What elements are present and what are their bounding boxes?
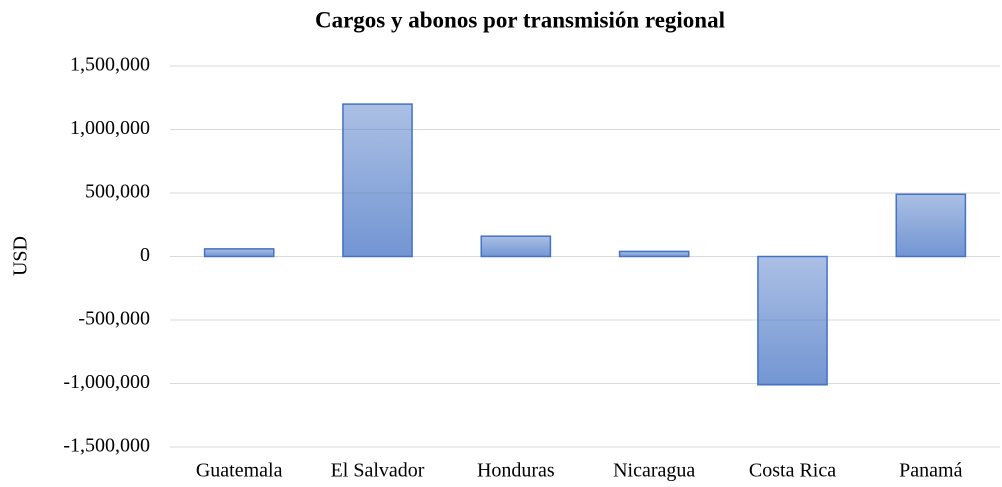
bar: [618, 250, 690, 258]
y-axis-label: USD: [10, 236, 32, 276]
y-tick-label: -1,000,000: [63, 371, 150, 393]
y-tick-label: 1,500,000: [70, 54, 150, 76]
bar: [757, 255, 828, 386]
x-tick-label: Nicaragua: [613, 460, 695, 482]
bar: [203, 248, 275, 258]
y-tick-label: -1,500,000: [63, 435, 150, 457]
bar: [480, 235, 552, 258]
y-tick-label: -500,000: [78, 308, 150, 330]
x-tick-label: Guatemala: [196, 460, 283, 482]
x-tick-label: Panamá: [899, 460, 962, 482]
y-tick-label: 0: [140, 244, 150, 266]
x-tick-label: Costa Rica: [749, 460, 836, 482]
bar: [895, 193, 967, 258]
x-tick-label: Honduras: [477, 460, 555, 482]
y-tick-label: 1,000,000: [70, 117, 150, 139]
x-tick-label: El Salvador: [331, 460, 425, 482]
chart-title: Cargos y abonos por transmisión regional: [315, 7, 725, 32]
bar: [342, 103, 413, 258]
y-tick-label: 500,000: [85, 181, 150, 203]
